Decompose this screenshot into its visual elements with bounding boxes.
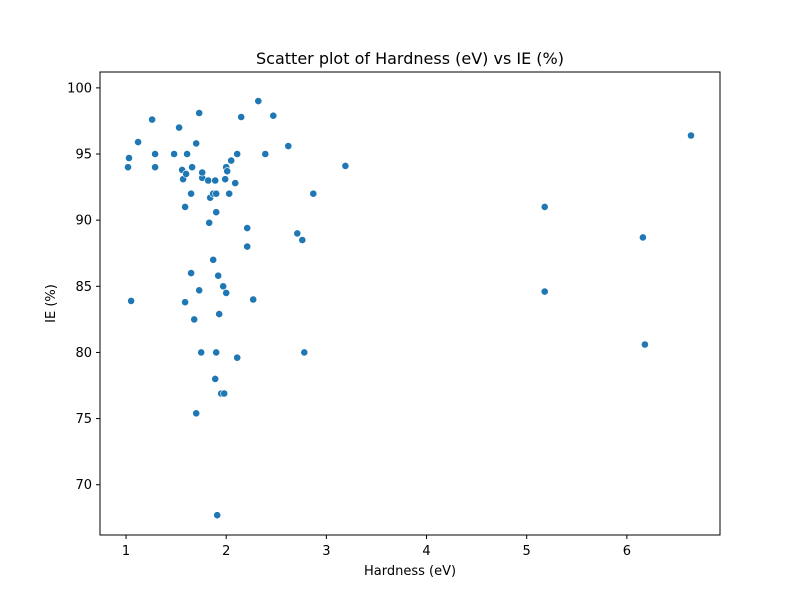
data-point [151, 163, 159, 172]
data-point [211, 176, 220, 185]
data-point [187, 269, 195, 277]
data-point [298, 236, 307, 244]
data-point [309, 189, 318, 198]
plot-area [100, 72, 720, 535]
x-tick-label: 3 [322, 544, 330, 559]
data-point [198, 168, 207, 177]
y-tick-label: 75 [75, 412, 92, 427]
data-point [134, 138, 142, 146]
data-point [225, 189, 234, 198]
y-tick-label: 70 [75, 478, 92, 493]
chart-title: Scatter plot of Hardness (eV) vs IE (%) [256, 49, 564, 68]
y-axis-label: IE (%) [44, 284, 59, 323]
data-point [269, 111, 278, 120]
data-point [300, 348, 309, 357]
data-point [181, 202, 189, 211]
y-tick-label: 80 [75, 346, 92, 361]
data-point [211, 374, 220, 383]
data-point [192, 139, 201, 148]
x-tick-label: 1 [122, 544, 130, 559]
axes-frame [99, 71, 721, 536]
y-tick-label: 100 [67, 81, 92, 96]
data-point [540, 202, 549, 211]
data-point [639, 233, 647, 242]
data-point [227, 156, 236, 165]
y-tick-label: 95 [75, 148, 92, 163]
data-point [540, 287, 549, 296]
data-point [233, 150, 242, 158]
data-point [221, 175, 230, 184]
data-point [243, 224, 252, 232]
data-point [151, 150, 159, 158]
data-point [181, 298, 189, 307]
y-tick-label: 85 [75, 280, 92, 295]
data-point [187, 189, 195, 198]
data-points [124, 97, 695, 520]
data-point [219, 282, 228, 291]
data-point [127, 296, 136, 305]
data-point [222, 288, 231, 297]
data-point [231, 179, 240, 187]
data-point [183, 150, 191, 158]
data-point [214, 271, 223, 280]
data-point [209, 255, 218, 264]
data-point [212, 208, 221, 217]
data-point [249, 295, 258, 304]
x-tick-label: 2 [222, 544, 230, 559]
x-tick-label: 4 [422, 544, 430, 559]
data-point [175, 123, 183, 132]
data-point [188, 163, 196, 172]
data-point [124, 163, 132, 172]
data-point [243, 242, 252, 251]
data-point [233, 353, 242, 362]
data-point [293, 229, 302, 238]
data-point [254, 97, 263, 105]
data-point [284, 142, 293, 150]
data-point [192, 409, 201, 418]
data-point [125, 154, 133, 162]
data-point [195, 286, 204, 295]
data-point [220, 389, 229, 398]
data-point [641, 340, 649, 349]
data-point [213, 511, 222, 520]
data-point [212, 348, 221, 357]
data-point [182, 169, 190, 178]
data-point [148, 115, 156, 124]
data-point [223, 167, 232, 176]
x-axis-ticks: 1 2 3 4 5 6 [122, 535, 631, 559]
x-axis-label: Hardness (eV) [364, 564, 456, 579]
data-point [205, 218, 214, 227]
data-point [195, 109, 204, 117]
data-point [687, 131, 695, 140]
data-point [170, 150, 178, 158]
data-point [190, 315, 199, 324]
y-axis-ticks: 70 75 80 85 90 95 100 [67, 81, 100, 493]
data-point [215, 310, 224, 318]
data-point [212, 189, 221, 198]
x-tick-label: 6 [623, 544, 631, 559]
data-point [204, 176, 213, 185]
x-tick-label: 5 [523, 544, 531, 559]
data-point [197, 348, 206, 357]
data-point [237, 113, 246, 121]
data-point [261, 150, 270, 158]
y-tick-label: 90 [75, 214, 92, 229]
data-point [341, 161, 350, 170]
axes-background [100, 72, 720, 535]
